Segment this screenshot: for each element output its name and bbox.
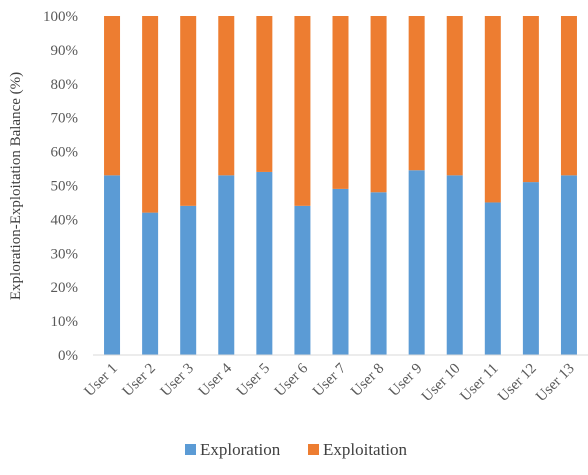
y-tick-label: 100% (43, 9, 78, 25)
bar-exploitation-user-6 (294, 16, 311, 206)
bar-exploration-user-7 (332, 188, 349, 355)
y-tick-label: 80% (51, 77, 79, 93)
y-tick-label: 0% (58, 348, 78, 364)
y-tick-label: 60% (51, 145, 79, 161)
bar-exploitation-user-5 (256, 16, 273, 172)
bar-exploitation-user-4 (218, 16, 235, 176)
bar-exploration-user-13 (560, 175, 577, 355)
bar-exploration-user-6 (294, 205, 311, 355)
bar-exploration-user-5 (256, 171, 273, 355)
y-axis-ticks: 0% 10% 20% 30% 40% 50% 60% 70% 80% 90% 100% (43, 9, 78, 364)
x-tick-label: User 1 (82, 361, 121, 400)
bar-exploration-user-3 (180, 205, 197, 355)
bar-exploration-user-11 (484, 202, 501, 355)
x-tick-label: User 3 (158, 361, 197, 400)
x-tick-label: User 12 (495, 361, 540, 406)
x-tick-label: User 11 (457, 361, 501, 405)
x-tick-label: User 4 (196, 360, 236, 400)
bar-exploitation-user-12 (522, 16, 539, 183)
x-tick-label: User 2 (120, 361, 159, 400)
bar-exploitation-user-11 (484, 16, 501, 203)
x-tick-label: User 7 (310, 360, 350, 400)
bar-exploitation-user-13 (560, 16, 577, 176)
bar-exploration-user-10 (446, 175, 463, 355)
bar-exploration-user-1 (104, 175, 121, 355)
bar-exploitation-user-9 (408, 16, 425, 171)
bar-exploration-user-8 (370, 192, 387, 355)
x-tick-label: User 6 (272, 360, 312, 400)
y-tick-label: 50% (51, 179, 79, 195)
y-tick-label: 90% (51, 43, 79, 59)
x-tick-label: User 10 (419, 361, 464, 406)
legend-swatch-exploration (185, 444, 196, 455)
bar-exploitation-user-1 (104, 16, 121, 176)
x-tick-label: User 5 (234, 361, 273, 400)
bar-exploration-user-4 (218, 175, 235, 355)
bar-exploration-user-9 (408, 170, 425, 355)
bar-exploration-user-12 (522, 182, 539, 355)
bar-exploitation-user-2 (142, 16, 159, 213)
x-tick-label: User 8 (348, 361, 387, 400)
legend-label-exploration: Exploration (200, 440, 281, 459)
bar-exploitation-user-3 (180, 16, 197, 206)
legend: Exploration Exploitation (185, 440, 408, 459)
bar-exploration-user-2 (142, 212, 159, 355)
bar-exploitation-user-7 (332, 16, 349, 189)
y-tick-label: 20% (51, 280, 79, 296)
bars-layer (104, 16, 577, 355)
legend-swatch-exploitation (308, 444, 319, 455)
y-tick-label: 30% (51, 246, 79, 262)
y-axis-title: Exploration-Exploitation Balance (%) (8, 72, 24, 300)
y-tick-label: 10% (51, 314, 79, 330)
bar-exploitation-user-10 (446, 16, 463, 176)
x-tick-label: User 13 (533, 361, 578, 406)
y-tick-label: 40% (51, 212, 79, 228)
bar-exploitation-user-8 (370, 16, 387, 193)
legend-label-exploitation: Exploitation (323, 440, 408, 459)
y-tick-label: 70% (51, 111, 79, 127)
